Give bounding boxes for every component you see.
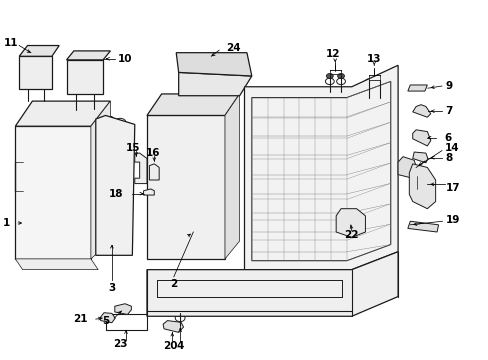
Polygon shape [19, 56, 52, 89]
Polygon shape [147, 116, 224, 259]
Text: 13: 13 [366, 54, 380, 64]
Polygon shape [135, 153, 147, 184]
Text: 14: 14 [444, 143, 458, 153]
Polygon shape [178, 72, 251, 96]
Text: 6: 6 [444, 133, 451, 143]
Bar [261, 135, 293, 153]
Bar [312, 128, 327, 157]
Circle shape [105, 143, 113, 149]
Polygon shape [412, 152, 427, 163]
Text: 20: 20 [163, 341, 177, 351]
Text: 4: 4 [176, 341, 183, 351]
Polygon shape [15, 101, 110, 126]
Circle shape [108, 184, 116, 190]
Text: 5: 5 [102, 316, 109, 326]
Text: 11: 11 [4, 38, 19, 48]
Circle shape [197, 103, 203, 107]
Text: 3: 3 [108, 283, 115, 293]
Circle shape [176, 311, 183, 316]
Bar [157, 173, 215, 234]
Circle shape [105, 157, 113, 163]
Text: 19: 19 [445, 215, 459, 225]
Polygon shape [66, 60, 103, 94]
Bar [51, 151, 74, 160]
Text: 7: 7 [445, 106, 452, 116]
Polygon shape [147, 252, 397, 316]
Bar [157, 123, 215, 162]
Circle shape [108, 170, 116, 176]
Text: 22: 22 [344, 230, 358, 239]
Polygon shape [91, 101, 110, 259]
Polygon shape [143, 189, 154, 195]
Polygon shape [412, 130, 430, 146]
Bar [22, 136, 81, 146]
Text: 8: 8 [445, 153, 452, 163]
Polygon shape [408, 164, 435, 209]
Polygon shape [176, 53, 251, 76]
Polygon shape [397, 157, 417, 178]
Text: 16: 16 [145, 148, 160, 158]
Polygon shape [101, 313, 115, 323]
Polygon shape [15, 259, 98, 270]
Polygon shape [407, 221, 438, 232]
Text: 9: 9 [445, 81, 451, 91]
Text: 21: 21 [73, 314, 87, 324]
Polygon shape [163, 320, 183, 332]
Polygon shape [66, 51, 110, 60]
Text: 17: 17 [445, 183, 459, 193]
Circle shape [376, 79, 383, 84]
Polygon shape [147, 94, 239, 116]
Text: 1: 1 [3, 218, 10, 228]
Text: 2: 2 [170, 279, 177, 289]
Circle shape [108, 199, 116, 204]
Bar [105, 314, 147, 330]
Polygon shape [149, 164, 159, 180]
Polygon shape [407, 85, 427, 91]
Circle shape [365, 79, 371, 84]
Bar [261, 160, 293, 178]
Bar [20, 207, 86, 246]
Polygon shape [19, 45, 59, 56]
Bar [22, 151, 46, 160]
Polygon shape [15, 126, 91, 259]
Circle shape [337, 73, 344, 78]
Bar [20, 166, 86, 205]
Polygon shape [115, 304, 131, 315]
Text: 12: 12 [325, 49, 340, 59]
Circle shape [326, 73, 332, 78]
Bar [312, 167, 327, 196]
Polygon shape [412, 105, 430, 117]
Polygon shape [224, 94, 239, 259]
Text: 23: 23 [113, 339, 127, 349]
Polygon shape [244, 65, 397, 270]
Text: 18: 18 [109, 189, 123, 199]
Polygon shape [96, 116, 135, 255]
Text: 10: 10 [118, 54, 132, 64]
Circle shape [161, 101, 166, 105]
Text: 24: 24 [225, 43, 240, 53]
Text: 15: 15 [126, 143, 140, 153]
Polygon shape [335, 209, 365, 237]
